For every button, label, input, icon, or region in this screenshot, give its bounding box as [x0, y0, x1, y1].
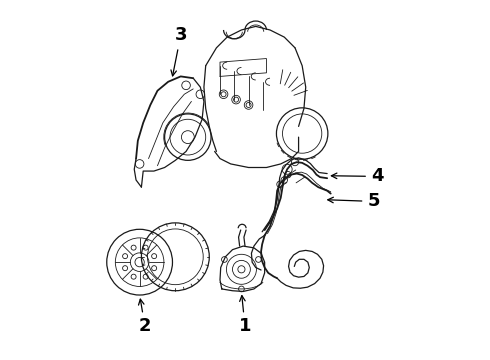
- Text: 3: 3: [171, 26, 187, 76]
- Text: 4: 4: [331, 167, 383, 185]
- Text: 2: 2: [139, 299, 151, 336]
- Text: 1: 1: [239, 296, 251, 336]
- Text: 5: 5: [328, 193, 380, 211]
